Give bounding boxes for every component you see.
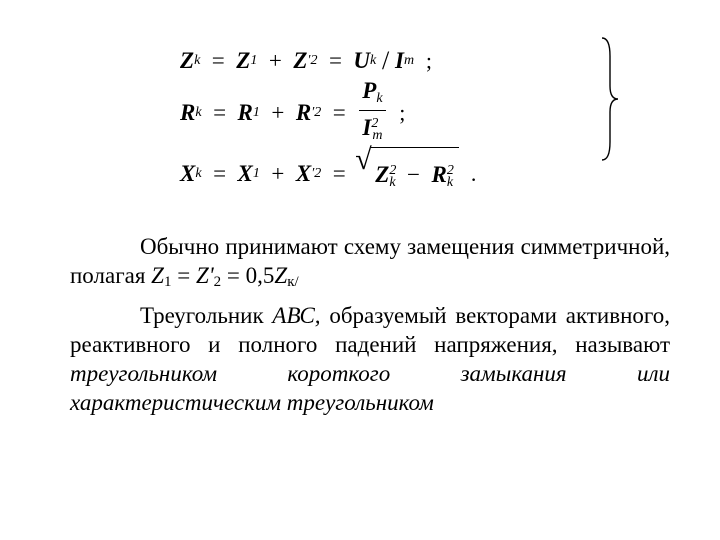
eq2-fraction: Pk I2m [359,80,385,147]
eq1-den-base: I [395,42,404,80]
equation-block: Zk = Z1 + Z′2 = Uk / Im ; Rk = R1 + R′2 … [180,40,600,202]
eq2-lhs-base: R [180,94,195,132]
p1-lead: Обычно принимают схему замещения [140,234,514,259]
equation-line-2: Rk = R1 + R′2 = Pk I2m ; [180,80,600,147]
p1-coef: 0,5 [246,263,275,288]
eq3-t1-base: X [238,155,253,193]
p1-eq2: = [221,263,245,288]
eq3-r1-sub: k [389,175,395,190]
eq1-t2-sub: 2 [310,42,317,80]
p2-abc: АВС, [272,303,320,328]
p2-it1: треугольником короткого замыкания или ха… [70,361,670,415]
paragraph-1: Обычно принимают схему замещения симметр… [70,232,670,297]
eq2-t2-base: R [296,94,311,132]
p1-eq1: = [171,263,195,288]
p1-Zp: Z' [196,263,214,288]
eq3-r1-base: Z [375,162,389,187]
p2-lead: Треугольник [140,303,272,328]
eq2-lhs-sub: k [195,94,201,132]
p1-Zk: Z [274,263,287,288]
eq1-lhs-sub: k [194,42,200,80]
p2-rest1: образуемый векторами [321,303,557,328]
equation-line-3: Xk = X1 + X′2 = √ Z2k − R2k . [180,147,600,202]
eq2-punct: ; [399,94,405,132]
eq1-punct: ; [426,42,432,80]
radical-icon: √ [355,145,371,175]
eq3-r2-base: R [432,162,447,187]
eq1-num-base: U [353,42,370,80]
eq2-t2-sub: 2 [314,94,321,132]
eq1-t1-base: Z [236,42,250,80]
equation-lines: Zk = Z1 + Z′2 = Uk / Im ; Rk = R1 + R′2 … [180,40,600,202]
eq2-t1-base: R [238,94,253,132]
eq3-lhs-base: X [180,155,195,193]
brace-icon [598,36,620,162]
page: Zk = Z1 + Z′2 = Uk / Im ; Rk = R1 + R′2 … [0,0,720,540]
eq3-lhs-sub: k [195,155,201,193]
eq2-den-base: I [362,115,371,140]
equation-line-1: Zk = Z1 + Z′2 = Uk / Im ; [180,40,600,80]
eq3-t1-sub: 1 [253,155,260,193]
paragraph-2: Треугольник АВС, образуемый векторами ак… [70,301,670,417]
eq3-r2-sub: k [447,175,453,190]
eq1-den-sub: m [404,42,414,80]
eq1-t1-sub: 1 [250,42,257,80]
eq2-num-base: P [362,78,376,103]
eq3-sqrt: √ Z2k − R2k [357,147,459,202]
eq3-t2-base: X [296,155,311,193]
eq3-punct: . [471,155,477,193]
p1-Z: Z [151,263,164,288]
eq2-den-sub: m [372,128,382,143]
eq1-num-sub: k [370,42,376,80]
p1-sk: к/ [287,274,298,290]
eq3-t2-sub: 2 [314,155,321,193]
eq1-t2-base: Z [293,42,307,80]
eq1-lhs-base: Z [180,42,194,80]
eq2-t1-sub: 1 [253,94,260,132]
eq2-num-sub: k [376,91,382,106]
